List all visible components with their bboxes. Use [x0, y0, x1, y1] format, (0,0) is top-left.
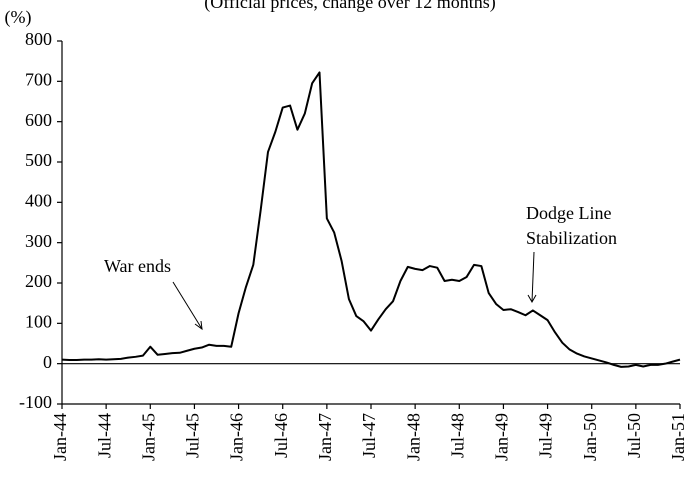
x-tick-label: Jan-45 — [138, 413, 158, 461]
y-tick-label: 100 — [25, 311, 52, 331]
series-line — [61, 71, 681, 368]
annotation-arrow — [531, 251, 535, 303]
chart-title: (Official prices, change over 12 months) — [204, 0, 496, 13]
annotation-arrowhead — [194, 320, 203, 331]
y-tick-label: -100 — [19, 392, 52, 412]
x-tick-label: Jul-48 — [447, 413, 467, 458]
x-tick-label: Jul-47 — [359, 413, 379, 458]
y-tick-label: 0 — [43, 352, 52, 372]
x-tick-label: Jan-50 — [580, 413, 600, 461]
annotation: Stabilization — [526, 228, 617, 248]
x-tick-label: Jan-47 — [315, 413, 335, 461]
x-tick-label: Jul-46 — [271, 413, 291, 458]
y-axis-label: (%) — [5, 7, 32, 28]
y-tick-label: 500 — [25, 150, 52, 170]
x-tick-label: Jan-48 — [403, 413, 423, 461]
x-tick-label: Jan-51 — [668, 413, 684, 461]
y-tick-label: 300 — [25, 231, 52, 251]
y-tick-label: 800 — [25, 29, 52, 49]
x-tick-label: Jul-45 — [183, 413, 203, 458]
annotation-arrowhead — [527, 294, 537, 304]
x-tick-label: Jul-44 — [94, 413, 114, 458]
x-tick-label: Jan-46 — [227, 413, 247, 461]
x-tick-label: Jan-49 — [492, 413, 512, 461]
x-tick-label: Jan-44 — [50, 413, 70, 461]
annotation-arrow — [172, 281, 203, 330]
y-tick-label: 600 — [25, 110, 52, 130]
x-tick-label: Jul-49 — [536, 413, 556, 458]
annotation: War ends — [104, 256, 171, 276]
y-tick-label: 400 — [25, 190, 52, 210]
y-tick-label: 700 — [25, 69, 52, 89]
x-tick-label: Jul-50 — [624, 413, 644, 458]
y-tick-label: 200 — [25, 271, 52, 291]
annotation: Dodge Line — [526, 203, 611, 223]
